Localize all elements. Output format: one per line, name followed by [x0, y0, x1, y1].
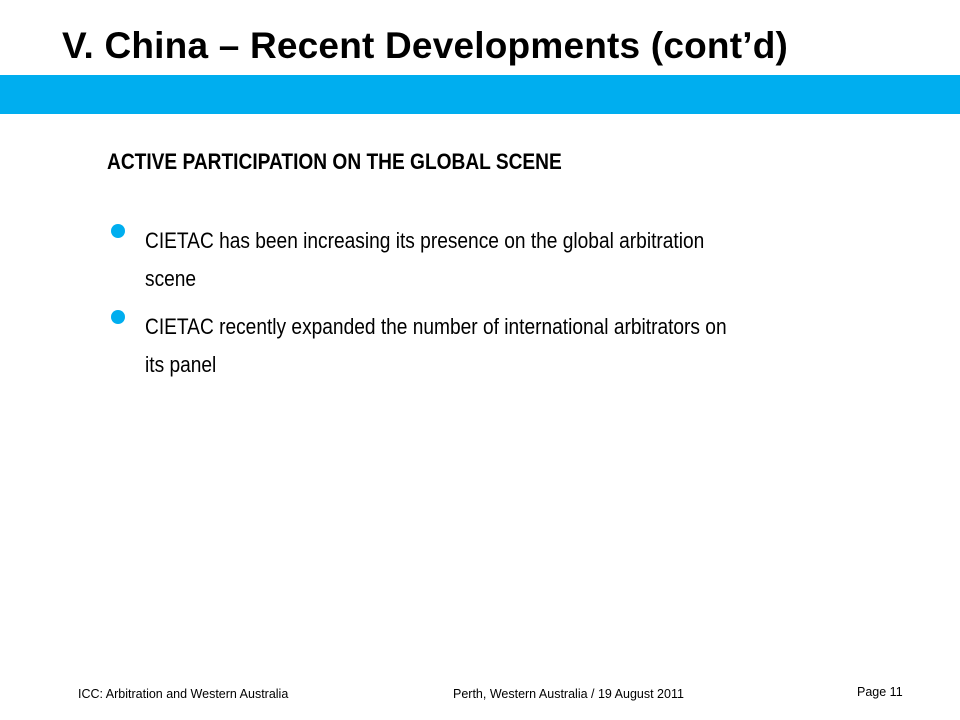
bullet-dot-icon	[111, 310, 125, 324]
bullet-dot-icon	[111, 224, 125, 238]
footer-center-text: Perth, Western Australia / 19 August 201…	[453, 687, 684, 701]
section-heading: ACTIVE PARTICIPATION ON THE GLOBAL SCENE	[107, 149, 562, 174]
bullet-text: CIETAC has been increasing its presence …	[145, 228, 705, 291]
title-accent-bar	[0, 75, 960, 114]
bullet-item: CIETAC has been increasing its presence …	[110, 222, 770, 298]
footer-left-text: ICC: Arbitration and Western Australia	[78, 687, 289, 701]
bullet-text: CIETAC recently expanded the number of i…	[145, 314, 727, 377]
slide-title: V. China – Recent Developments (cont’d)	[62, 25, 789, 66]
page-number: Page 11	[857, 685, 903, 699]
bullet-item: CIETAC recently expanded the number of i…	[110, 308, 770, 384]
bullet-list: CIETAC has been increasing its presence …	[110, 222, 770, 394]
